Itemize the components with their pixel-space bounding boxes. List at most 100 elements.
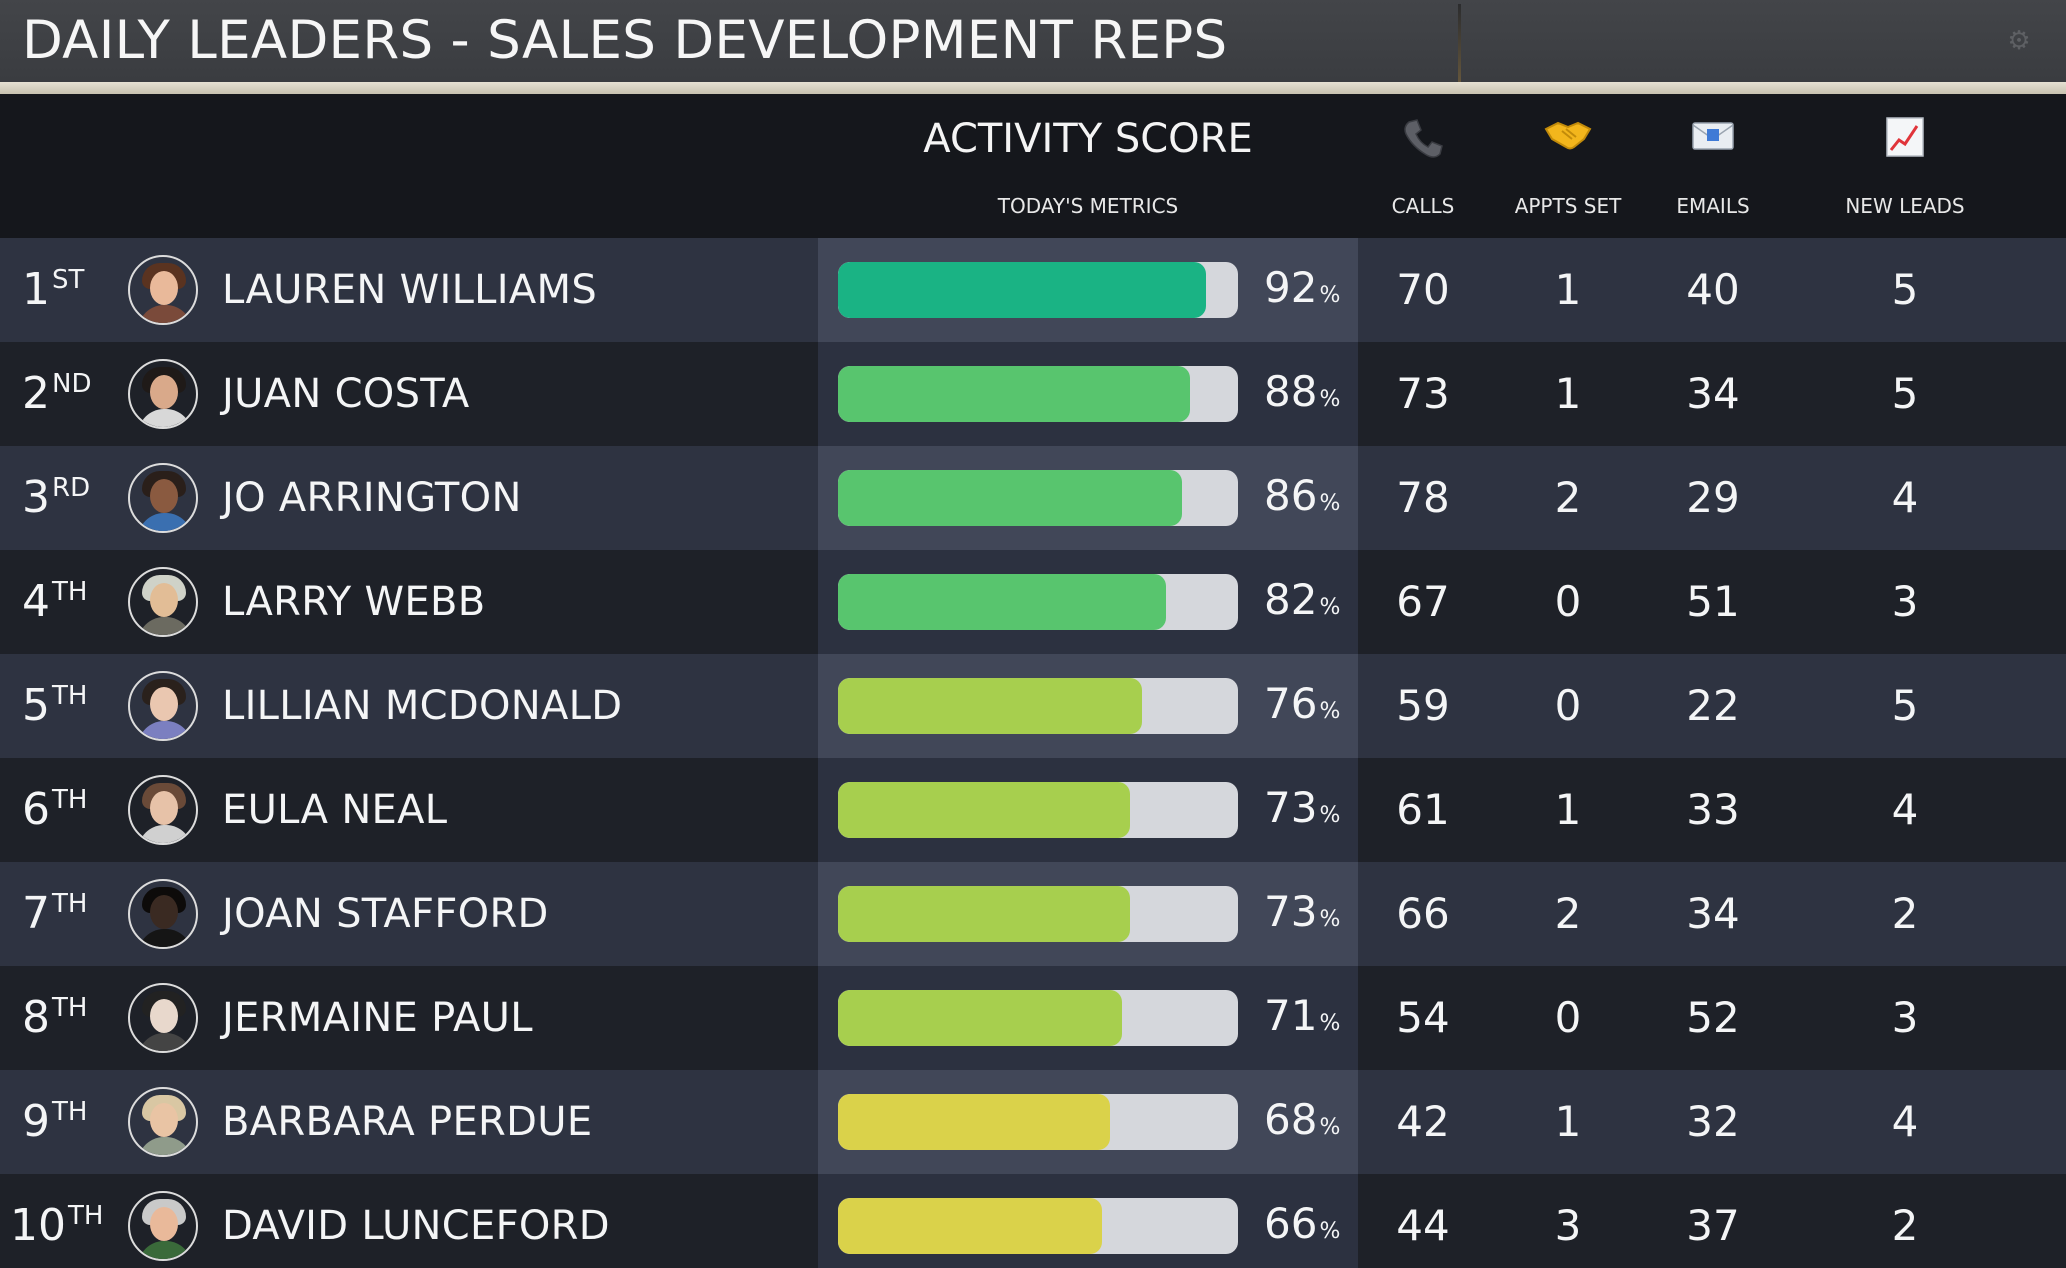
- table-row: 9TH BARBARA PERDUE 68% 42 1 32 4: [0, 1070, 2066, 1174]
- percent-sign: %: [1319, 491, 1341, 516]
- rank-suffix: RD: [52, 473, 91, 503]
- page-title: DAILY LEADERS - SALES DEVELOPMENT REPS: [22, 10, 1228, 71]
- activity-score-bar-fill: [838, 470, 1182, 526]
- rank-suffix: TH: [68, 1201, 104, 1231]
- rank-label: 9TH: [22, 1094, 87, 1156]
- rep-name: JERMAINE PAUL: [222, 995, 533, 1041]
- rank-suffix: TH: [52, 785, 88, 815]
- avatar: [128, 879, 198, 949]
- emails-value: 37: [1686, 1201, 1740, 1250]
- activity-score-value: 82%: [1264, 572, 1340, 636]
- handshake-icon: [1498, 116, 1638, 164]
- rank-suffix: TH: [52, 1097, 88, 1127]
- activity-score-value: 68%: [1264, 1092, 1340, 1156]
- rank-label: 8TH: [22, 990, 87, 1052]
- gear-icon[interactable]: ⚙: [2007, 26, 2031, 56]
- activity-score-value: 66%: [1264, 1196, 1340, 1260]
- appts-set-value: 2: [1554, 889, 1582, 938]
- activity-score-bar: [838, 678, 1238, 734]
- rep-name: LAUREN WILLIAMS: [222, 267, 598, 313]
- activity-score-bar: [838, 262, 1238, 318]
- table-row: 4TH LARRY WEBB 82% 67 0 51 3: [0, 550, 2066, 654]
- emails-value: 40: [1686, 265, 1740, 314]
- percent-sign: %: [1319, 283, 1341, 308]
- rank-suffix: TH: [52, 889, 88, 919]
- rank-label: 4TH: [22, 574, 87, 636]
- rank-number: 2: [22, 368, 50, 419]
- percent-sign: %: [1319, 1219, 1341, 1244]
- calls-value: 61: [1396, 785, 1450, 834]
- activity-score-bar-fill: [838, 886, 1130, 942]
- appts-set-value: 1: [1554, 265, 1582, 314]
- rank-label: 3RD: [22, 470, 90, 532]
- activity-score-bar: [838, 1198, 1238, 1254]
- table-header: ACTIVITY SCORE TODAY'S METRICS CALLS APP…: [0, 94, 2066, 238]
- activity-score-bar-fill: [838, 678, 1142, 734]
- rep-name: JUAN COSTA: [222, 371, 470, 417]
- new-leads-value: 4: [1891, 785, 1919, 834]
- score-number: 88: [1264, 367, 1318, 416]
- emails-value: 34: [1686, 889, 1740, 938]
- avatar: [128, 983, 198, 1053]
- new-leads-header-label: NEW LEADS: [1845, 194, 1965, 218]
- rank-suffix: ND: [52, 369, 92, 399]
- table-row: 10TH DAVID LUNCEFORD 66% 44 3 37 2: [0, 1174, 2066, 1268]
- percent-sign: %: [1319, 1011, 1341, 1036]
- calls-value: 44: [1396, 1201, 1450, 1250]
- table-row: 3RD JO ARRINGTON 86% 78 2 29 4: [0, 446, 2066, 550]
- percent-sign: %: [1319, 699, 1341, 724]
- new-leads-value: 5: [1891, 681, 1919, 730]
- calls-column-header: CALLS: [1353, 94, 1493, 238]
- rank-label: 5TH: [22, 678, 87, 740]
- activity-score-value: 73%: [1264, 884, 1340, 948]
- activity-score-bar: [838, 574, 1238, 630]
- rank-number: 3: [22, 472, 50, 523]
- score-number: 86: [1264, 471, 1318, 520]
- emails-column-header: EMAILS: [1643, 94, 1783, 238]
- rank-number: 4: [22, 576, 50, 627]
- avatar: [128, 255, 198, 325]
- chart-up-icon: [1835, 116, 1975, 164]
- rank-suffix: ST: [52, 265, 85, 295]
- rank-number: 5: [22, 680, 50, 731]
- table-row: 8TH JERMAINE PAUL 71% 54 0 52 3: [0, 966, 2066, 1070]
- score-number: 73: [1264, 783, 1318, 832]
- rank-number: 8: [22, 992, 50, 1043]
- activity-score-bar-fill: [838, 366, 1190, 422]
- percent-sign: %: [1319, 595, 1341, 620]
- rep-name: LILLIAN MCDONALD: [222, 683, 623, 729]
- avatar: [128, 463, 198, 533]
- activity-score-bar: [838, 782, 1238, 838]
- emails-value: 33: [1686, 785, 1740, 834]
- score-number: 66: [1264, 1199, 1318, 1248]
- avatar: [128, 1191, 198, 1261]
- appts-column-header: APPTS SET: [1498, 94, 1638, 238]
- calls-value: 73: [1396, 369, 1450, 418]
- appts-set-value: 3: [1554, 1201, 1582, 1250]
- activity-score-bar: [838, 470, 1238, 526]
- activity-score-bar: [838, 366, 1238, 422]
- new-leads-value: 3: [1891, 577, 1919, 626]
- title-accent-stripe: [0, 82, 2066, 94]
- rank-number: 9: [22, 1096, 50, 1147]
- rep-name: DAVID LUNCEFORD: [222, 1203, 610, 1249]
- percent-sign: %: [1319, 907, 1341, 932]
- email-icon: [1643, 116, 1783, 164]
- appts-set-value: 1: [1554, 369, 1582, 418]
- activity-score-bar-fill: [838, 262, 1206, 318]
- calls-value: 66: [1396, 889, 1450, 938]
- activity-score-bar-fill: [838, 990, 1122, 1046]
- title-bar: DAILY LEADERS - SALES DEVELOPMENT REPS ⚙: [0, 0, 2066, 94]
- percent-sign: %: [1319, 1115, 1341, 1140]
- activity-score-value: 92%: [1264, 260, 1340, 324]
- rank-label: 6TH: [22, 782, 87, 844]
- rank-label: 2ND: [22, 366, 91, 428]
- avatar: [128, 775, 198, 845]
- new-leads-value: 5: [1891, 265, 1919, 314]
- score-number: 92: [1264, 263, 1318, 312]
- score-number: 82: [1264, 575, 1318, 624]
- emails-header-label: EMAILS: [1676, 194, 1750, 218]
- table-row: 2ND JUAN COSTA 88% 73 1 34 5: [0, 342, 2066, 446]
- new-leads-value: 2: [1891, 1201, 1919, 1250]
- activity-score-value: 71%: [1264, 988, 1340, 1052]
